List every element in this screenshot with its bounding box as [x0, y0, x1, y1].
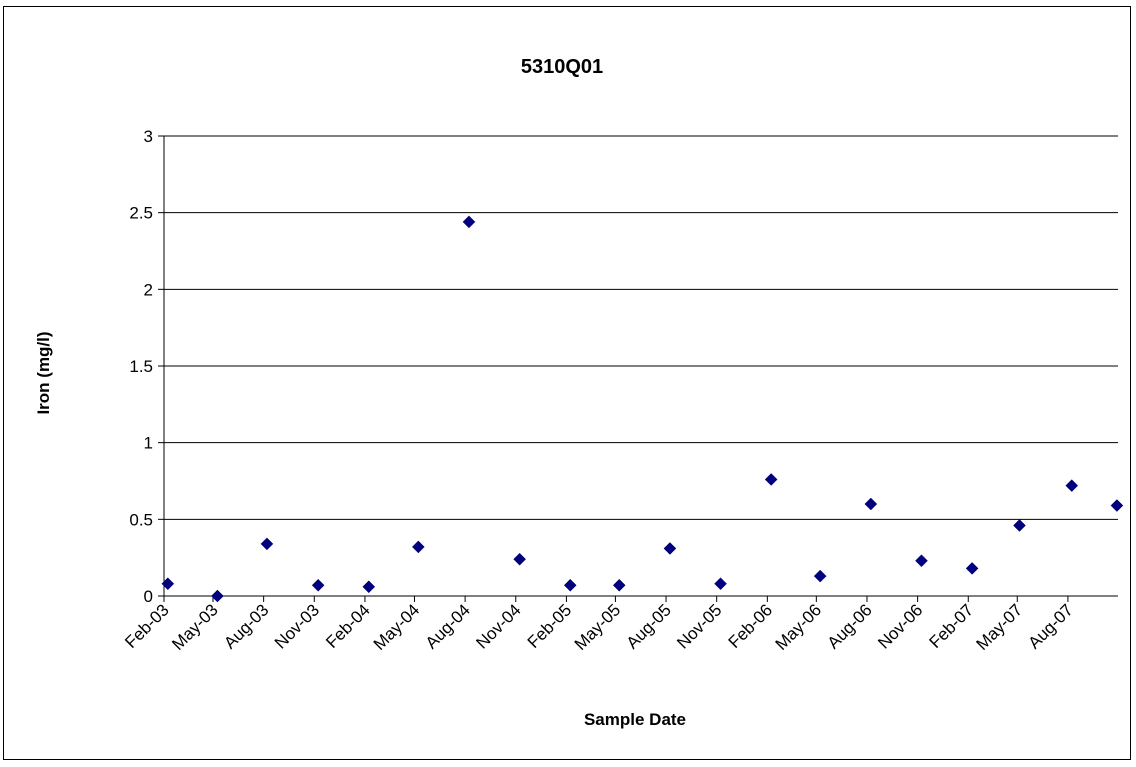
data-point [915, 554, 928, 568]
x-tick-label: Aug-04 [422, 600, 474, 652]
grid-lines [164, 135, 1118, 520]
x-tick-label: May-05 [571, 600, 625, 654]
data-point [411, 540, 425, 554]
y-axis-title: Iron (mg/l) [34, 331, 53, 414]
y-tick-label: 2 [144, 280, 153, 299]
axes [158, 135, 1118, 602]
x-tick-label: Aug-06 [824, 600, 876, 652]
x-tick-label: Feb-05 [524, 600, 576, 652]
data-point [1013, 519, 1026, 532]
data-point [1065, 479, 1079, 492]
x-tick-label: May-06 [772, 600, 826, 654]
data-point [663, 542, 677, 555]
data-point [311, 578, 325, 592]
x-tick-label: Feb-06 [725, 600, 777, 652]
y-tick-label: 1.5 [129, 357, 153, 376]
y-tick-label: 0.5 [129, 510, 153, 529]
data-point [714, 577, 727, 591]
x-axis-title: Sample Date [584, 710, 686, 729]
x-tick-label: Feb-04 [322, 600, 374, 652]
data-point [813, 569, 827, 583]
data-point [161, 577, 175, 591]
data-point [764, 473, 778, 486]
x-tick-label: Feb-03 [121, 600, 173, 652]
x-tick-label: Nov-06 [874, 600, 926, 652]
y-tick-label: 0 [144, 587, 153, 606]
data-points [161, 215, 1124, 603]
x-tick-label: Nov-04 [472, 600, 524, 652]
chart-title: 5310Q01 [521, 56, 603, 78]
data-point [864, 497, 878, 511]
y-tick-labels: 0 0.5 1 1.5 2 2.5 3 [129, 127, 153, 606]
data-point [260, 537, 274, 551]
y-tick-label: 1 [144, 434, 153, 453]
chart-frame: 0 0.5 1 1.5 2 2.5 3 Feb-03 May-03 Aug-03 Nov-03 Fe… [3, 6, 1131, 760]
x-tick-label: Nov-05 [673, 600, 725, 652]
data-point [462, 215, 476, 229]
data-point [513, 552, 526, 566]
data-point [563, 578, 577, 592]
y-tick-label: 2.5 [129, 204, 153, 223]
x-tick-label: Aug-05 [623, 600, 675, 652]
x-tick-label: Nov-03 [271, 600, 323, 652]
y-tick-label: 3 [144, 127, 153, 146]
x-tick-label: May-03 [168, 600, 222, 654]
data-point [612, 578, 626, 592]
x-tick-label: Feb-07 [926, 600, 978, 652]
data-point [1110, 499, 1124, 512]
data-point [965, 562, 979, 575]
x-tick-label: May-04 [370, 600, 424, 654]
x-tick-label: Aug-03 [220, 600, 272, 652]
data-point [362, 580, 376, 594]
x-tick-label: Aug-07 [1025, 600, 1077, 652]
data-point [211, 589, 224, 603]
x-tick-label: May-07 [973, 600, 1027, 654]
